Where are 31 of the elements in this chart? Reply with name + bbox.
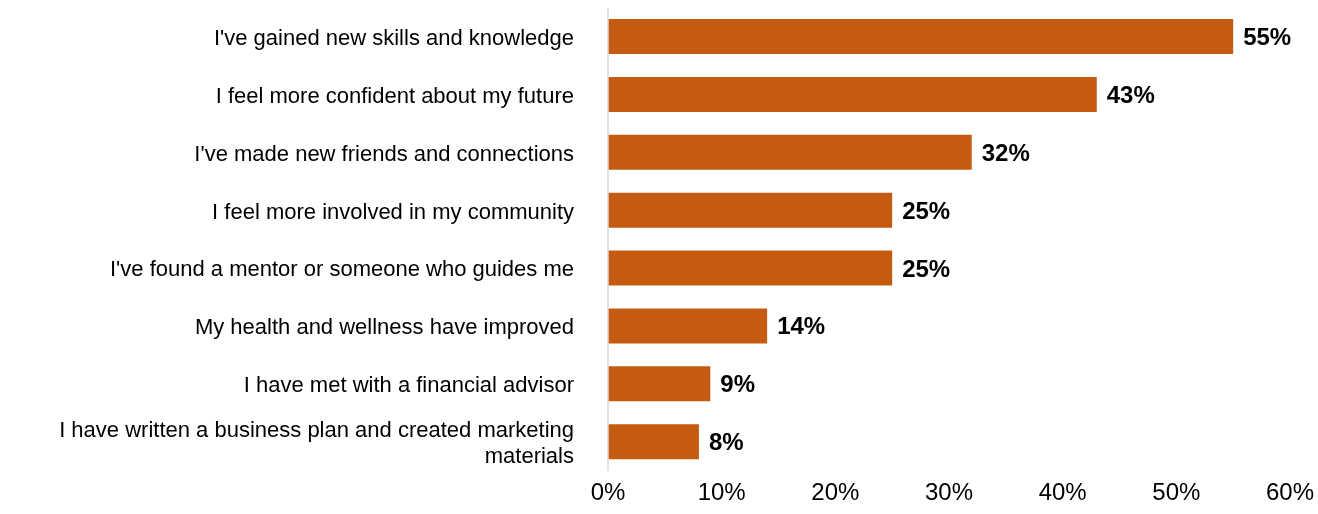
y-tick-label: I have met with a financial advisor — [243, 371, 574, 397]
y-tick-label: My health and wellness have improved — [194, 313, 574, 339]
bar — [608, 19, 1234, 54]
x-tick-label: 60% — [1265, 478, 1315, 506]
bar — [608, 192, 893, 228]
bar — [608, 250, 893, 286]
x-tick-label: 50% — [1152, 478, 1201, 506]
bar — [608, 424, 699, 460]
data-label: 43% — [1106, 80, 1155, 108]
bar — [608, 134, 972, 170]
bar — [608, 76, 1097, 112]
x-tick-label: 0% — [590, 478, 626, 506]
bar — [608, 366, 711, 402]
bar — [608, 308, 768, 344]
data-label: 9% — [720, 370, 755, 398]
x-tick-label: 20% — [811, 478, 860, 506]
data-label: 8% — [708, 428, 744, 456]
y-tick-label: I've found a mentor or someone who guides me — [109, 255, 574, 281]
data-label: 55% — [1243, 23, 1292, 51]
data-label: 14% — [777, 312, 826, 340]
y-tick-label: I feel more confident about my future — [215, 82, 574, 108]
y-tick-label: I've made new friends and connections — [194, 140, 574, 166]
y-tick-label: I've gained new skills and knowledge — [213, 24, 574, 50]
x-tick-label: 10% — [697, 478, 746, 506]
x-tick-label: 40% — [1038, 478, 1087, 506]
y-tick-label: I have written a business plan and created marketing materials — [59, 416, 574, 468]
x-tick-label: 30% — [924, 478, 974, 506]
data-label: 32% — [981, 138, 1030, 166]
data-label: 25% — [902, 196, 951, 224]
y-tick-label: I feel more involved in my community — [212, 198, 574, 224]
data-label: 25% — [902, 254, 951, 282]
